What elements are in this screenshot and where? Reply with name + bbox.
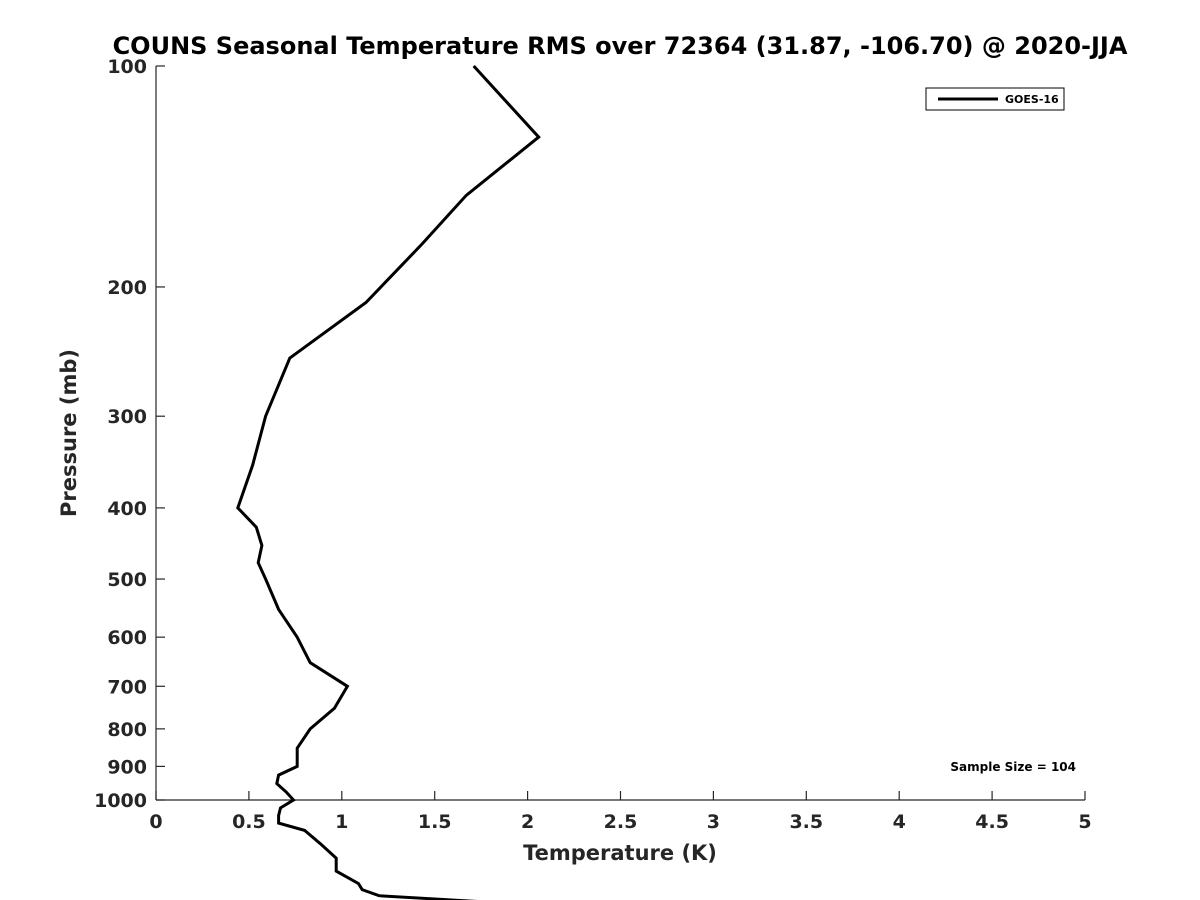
x-tick-label: 1	[335, 811, 348, 833]
y-tick-label: 700	[107, 676, 147, 698]
x-tick-label: 4	[893, 811, 906, 833]
series-layer	[236, 64, 541, 900]
x-tick-label: 4.5	[975, 811, 1009, 833]
y-tick-label: 800	[107, 719, 147, 741]
y-tick-label: 300	[107, 406, 147, 428]
plot-axes	[155, 66, 1085, 801]
legend: GOES-16	[925, 87, 1065, 111]
series-line-goes-16	[236, 64, 541, 900]
sample-size-annotation: Sample Size = 104	[950, 760, 1076, 774]
y-tick-label: 900	[107, 756, 147, 778]
x-tick-label: 2	[521, 811, 534, 833]
y-tick-label: 600	[107, 627, 147, 649]
x-tick-label: 3	[707, 811, 720, 833]
x-axis-ticks: 0 0.5 1 1.5 2 2.5 3 3.5 4 4.5 5	[149, 791, 1092, 833]
y-axis-ticks: 100 200 300 400 500 600 700 800 900 1000	[94, 56, 165, 812]
x-axis-label: Temperature (K)	[523, 841, 717, 865]
x-tick-label: 5	[1078, 811, 1091, 833]
y-tick-label: 200	[107, 277, 147, 299]
y-tick-label: 100	[107, 56, 147, 78]
x-tick-label: 1.5	[418, 811, 452, 833]
x-tick-label: 0.5	[232, 811, 266, 833]
y-tick-label: 500	[107, 569, 147, 591]
y-axis-label: Pressure (mb)	[57, 349, 81, 517]
x-tick-label: 2.5	[604, 811, 638, 833]
y-tick-label: 1000	[94, 790, 147, 812]
legend-label-goes-16: GOES-16	[1005, 93, 1059, 106]
x-tick-label: 0	[149, 811, 162, 833]
y-tick-label: 400	[107, 498, 147, 520]
x-tick-label: 3.5	[789, 811, 823, 833]
chart-title: COUNS Seasonal Temperature RMS over 7236…	[113, 32, 1128, 60]
